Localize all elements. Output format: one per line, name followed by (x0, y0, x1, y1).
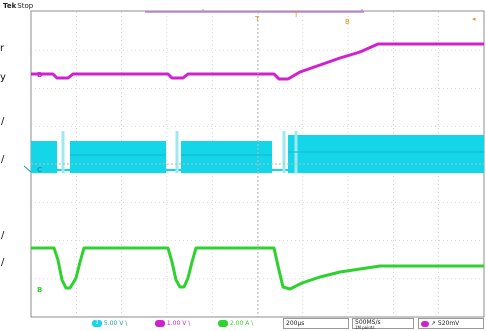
trigger-box[interactable]: ↗ 520mV (418, 318, 484, 329)
ch4-badge (155, 320, 165, 327)
trigger-level: 520mV (437, 320, 460, 327)
ch3-scale: 2.00 A (229, 320, 250, 327)
burst-block-1 (31, 141, 57, 173)
side-label-6: / (1, 257, 5, 268)
ch2-badge: 2 (92, 320, 102, 327)
side-label-1: r (0, 43, 5, 54)
timebase-box[interactable]: 200µs (283, 318, 349, 329)
record-length-value: 1M points (355, 325, 375, 330)
ch4-scale: 1.00 V (166, 320, 187, 327)
ch3-readout[interactable]: 2.00 A \ (218, 318, 253, 329)
status-readout: TekStop (3, 2, 33, 10)
ch4-slope: \ (188, 320, 191, 327)
sample-rate-box[interactable]: 500MS/s 1M points (352, 318, 414, 330)
side-label-2: y (0, 72, 6, 83)
ch2-scale: 5.00 V (103, 320, 124, 327)
trigger-source-badge (421, 320, 429, 327)
side-label-4: / (1, 154, 5, 165)
ch3-slope: \ (251, 320, 254, 327)
timebase-value: 200µs (286, 320, 305, 327)
trigger-position-marker: T (254, 15, 260, 23)
acquisition-state: Stop (17, 2, 34, 10)
burst-block-4 (288, 135, 484, 173)
burst-block-2 (70, 141, 166, 173)
burst-block-3 (181, 141, 272, 173)
ch3-badge (218, 320, 228, 327)
trace-channel-d (31, 42, 484, 81)
trace-channel-c (23, 131, 484, 173)
reference-marker: B (345, 18, 350, 26)
right-edge-marker: ◂ (472, 15, 476, 23)
channel-d-marker: D (37, 71, 43, 79)
side-label-3: / (1, 116, 5, 127)
ch2-readout[interactable]: 2 5.00 V \ (92, 318, 127, 329)
trace-channel-b (31, 246, 484, 291)
ch2-slope: \ (125, 320, 128, 327)
ch4-readout[interactable]: 1.00 V \ (155, 318, 190, 329)
brand-label: Tek (3, 2, 17, 10)
side-label-5: / (1, 230, 5, 241)
trigger-slope: ↗ (430, 320, 436, 327)
top-time-marker: T (293, 11, 299, 19)
channel-c-marker: C (37, 166, 42, 174)
channel-b-marker: B (37, 286, 42, 294)
sample-rate-value: 500MS/s (355, 319, 381, 326)
